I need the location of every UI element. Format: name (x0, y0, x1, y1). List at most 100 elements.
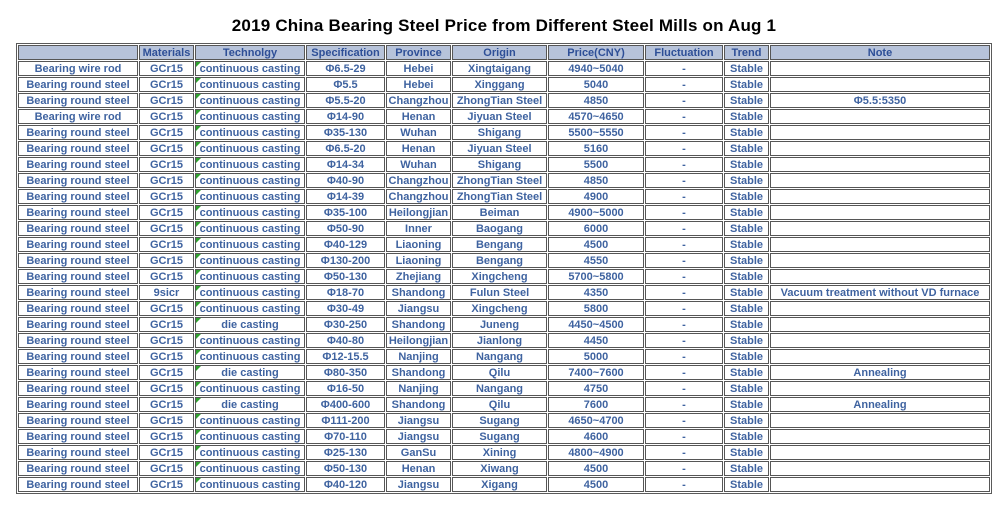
note-cell[interactable] (770, 109, 990, 124)
fluctuation-cell[interactable]: - (645, 77, 723, 92)
fluctuation-cell[interactable]: - (645, 461, 723, 476)
trend-cell[interactable]: Stable (724, 365, 769, 380)
trend-cell[interactable]: Stable (724, 189, 769, 204)
specification-cell[interactable]: Φ400-600 (306, 397, 385, 412)
product-cell[interactable]: Bearing round steel (18, 397, 138, 412)
origin-cell[interactable]: Sugang (452, 429, 547, 444)
origin-cell[interactable]: Fulun Steel (452, 285, 547, 300)
trend-cell[interactable]: Stable (724, 461, 769, 476)
technology-cell[interactable]: continuous casting (195, 461, 305, 476)
province-cell[interactable]: Wuhan (386, 125, 451, 140)
fluctuation-cell[interactable]: - (645, 317, 723, 332)
trend-cell[interactable]: Stable (724, 285, 769, 300)
product-cell[interactable]: Bearing round steel (18, 221, 138, 236)
note-cell[interactable] (770, 333, 990, 348)
technology-cell[interactable]: continuous casting (195, 413, 305, 428)
product-cell[interactable]: Bearing round steel (18, 349, 138, 364)
product-cell[interactable]: Bearing wire rod (18, 109, 138, 124)
province-cell[interactable]: Nanjing (386, 349, 451, 364)
trend-cell[interactable]: Stable (724, 301, 769, 316)
product-cell[interactable]: Bearing round steel (18, 253, 138, 268)
note-cell[interactable] (770, 269, 990, 284)
price-cell[interactable]: 4550 (548, 253, 644, 268)
fluctuation-cell[interactable]: - (645, 429, 723, 444)
price-cell[interactable]: 7600 (548, 397, 644, 412)
origin-cell[interactable]: ZhongTian Steel (452, 93, 547, 108)
specification-cell[interactable]: Φ40-80 (306, 333, 385, 348)
trend-cell[interactable]: Stable (724, 413, 769, 428)
note-cell[interactable]: Annealing (770, 365, 990, 380)
technology-cell[interactable]: continuous casting (195, 301, 305, 316)
note-cell[interactable] (770, 189, 990, 204)
material-cell[interactable]: GCr15 (139, 317, 194, 332)
specification-cell[interactable]: Φ130-200 (306, 253, 385, 268)
specification-cell[interactable]: Φ40-120 (306, 477, 385, 492)
fluctuation-cell[interactable]: - (645, 269, 723, 284)
technology-cell[interactable]: continuous casting (195, 237, 305, 252)
origin-cell[interactable]: Jianlong (452, 333, 547, 348)
header-cell-fluctuation[interactable]: Fluctuation (645, 45, 723, 60)
header-cell-origin[interactable]: Origin (452, 45, 547, 60)
fluctuation-cell[interactable]: - (645, 237, 723, 252)
note-cell[interactable] (770, 445, 990, 460)
origin-cell[interactable]: Bengang (452, 253, 547, 268)
specification-cell[interactable]: Φ5.5 (306, 77, 385, 92)
specification-cell[interactable]: Φ30-250 (306, 317, 385, 332)
province-cell[interactable]: Shandong (386, 365, 451, 380)
material-cell[interactable]: GCr15 (139, 397, 194, 412)
fluctuation-cell[interactable]: - (645, 125, 723, 140)
province-cell[interactable]: Shandong (386, 317, 451, 332)
technology-cell[interactable]: die casting (195, 365, 305, 380)
material-cell[interactable]: GCr15 (139, 477, 194, 492)
fluctuation-cell[interactable]: - (645, 381, 723, 396)
material-cell[interactable]: GCr15 (139, 221, 194, 236)
fluctuation-cell[interactable]: - (645, 157, 723, 172)
origin-cell[interactable]: Nangang (452, 349, 547, 364)
technology-cell[interactable]: continuous casting (195, 445, 305, 460)
technology-cell[interactable]: continuous casting (195, 189, 305, 204)
price-cell[interactable]: 5500~5550 (548, 125, 644, 140)
trend-cell[interactable]: Stable (724, 349, 769, 364)
technology-cell[interactable]: continuous casting (195, 141, 305, 156)
header-cell-trend[interactable]: Trend (724, 45, 769, 60)
price-cell[interactable]: 5700~5800 (548, 269, 644, 284)
price-cell[interactable]: 5040 (548, 77, 644, 92)
origin-cell[interactable]: Shigang (452, 125, 547, 140)
header-cell-technolgy[interactable]: Technolgy (195, 45, 305, 60)
note-cell[interactable] (770, 61, 990, 76)
province-cell[interactable]: Jiangsu (386, 429, 451, 444)
product-cell[interactable]: Bearing round steel (18, 269, 138, 284)
technology-cell[interactable]: continuous casting (195, 349, 305, 364)
note-cell[interactable] (770, 301, 990, 316)
product-cell[interactable]: Bearing round steel (18, 429, 138, 444)
technology-cell[interactable]: continuous casting (195, 173, 305, 188)
material-cell[interactable]: GCr15 (139, 61, 194, 76)
technology-cell[interactable]: continuous casting (195, 477, 305, 492)
technology-cell[interactable]: continuous casting (195, 269, 305, 284)
province-cell[interactable]: Liaoning (386, 237, 451, 252)
specification-cell[interactable]: Φ5.5-20 (306, 93, 385, 108)
trend-cell[interactable]: Stable (724, 109, 769, 124)
trend-cell[interactable]: Stable (724, 477, 769, 492)
specification-cell[interactable]: Φ111-200 (306, 413, 385, 428)
fluctuation-cell[interactable]: - (645, 285, 723, 300)
fluctuation-cell[interactable]: - (645, 189, 723, 204)
header-cell-province[interactable]: Province (386, 45, 451, 60)
specification-cell[interactable]: Φ14-39 (306, 189, 385, 204)
price-cell[interactable]: 4750 (548, 381, 644, 396)
origin-cell[interactable]: Xining (452, 445, 547, 460)
specification-cell[interactable]: Φ40-90 (306, 173, 385, 188)
note-cell[interactable] (770, 125, 990, 140)
province-cell[interactable]: Changzhou (386, 173, 451, 188)
trend-cell[interactable]: Stable (724, 221, 769, 236)
technology-cell[interactable]: continuous casting (195, 429, 305, 444)
price-cell[interactable]: 4600 (548, 429, 644, 444)
note-cell[interactable] (770, 141, 990, 156)
fluctuation-cell[interactable]: - (645, 109, 723, 124)
origin-cell[interactable]: Xinggang (452, 77, 547, 92)
trend-cell[interactable]: Stable (724, 141, 769, 156)
product-cell[interactable]: Bearing round steel (18, 93, 138, 108)
note-cell[interactable] (770, 317, 990, 332)
price-cell[interactable]: 4500 (548, 477, 644, 492)
material-cell[interactable]: 9sicr (139, 285, 194, 300)
